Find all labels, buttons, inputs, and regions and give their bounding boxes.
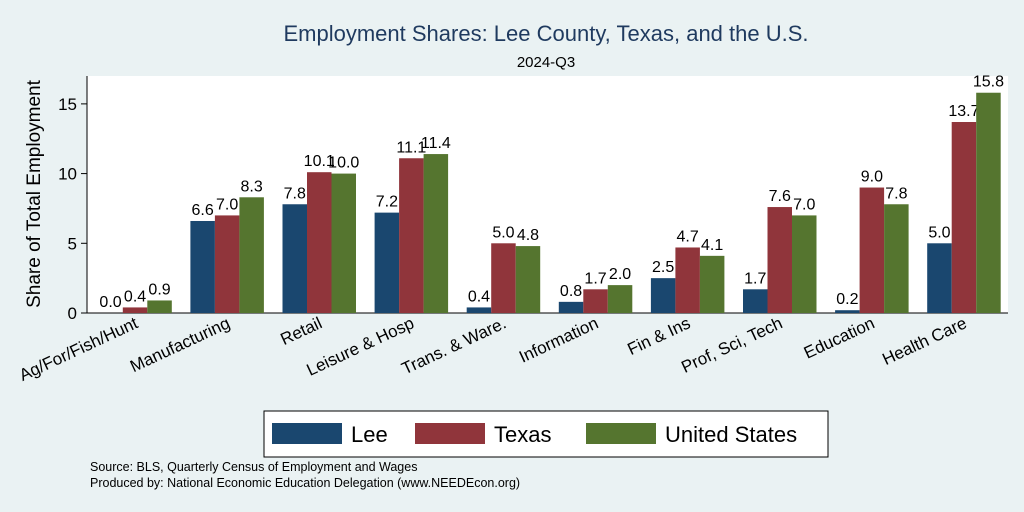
bar-value-label: 4.7 [677,228,699,245]
bar [122,307,148,313]
y-tick-label: 0 [68,304,77,323]
bar [423,154,449,313]
bar [515,246,541,313]
bar-value-label: 0.2 [836,291,858,308]
bar [743,289,768,313]
bar-value-label: 0.8 [560,283,582,300]
legend-label: Lee [351,422,388,447]
y-tick-label: 15 [58,95,77,114]
bar-value-label: 2.5 [652,259,674,276]
bar [214,215,240,313]
bar [699,255,725,313]
bar [491,243,516,313]
bar [792,215,817,313]
bar-value-label: 5.0 [492,224,514,241]
bar [190,220,215,313]
bar-value-label: 9.0 [861,169,883,186]
legend-swatch [415,423,485,444]
bar [307,172,332,313]
bar-value-label: 15.8 [973,74,1004,91]
bar-value-label: 13.7 [948,103,979,120]
bar [607,285,633,313]
bar-value-label: 0.4 [468,288,490,305]
bar [331,173,356,313]
bar [466,307,492,313]
bars: 0.0 0.4 0.96.6 7.08.3 7.810.110.07.211.111.4… [99,74,1004,314]
bar-value-label: 0.9 [148,281,170,298]
legend: Lee Texas United States [272,422,797,447]
bar-value-label: 7.0 [793,196,815,213]
bar [650,278,676,313]
bar [147,300,172,313]
bar-value-label: 1.7 [744,270,766,287]
source-note: Source: BLS, Quarterly Census of Employm… [90,460,417,474]
chart-subtitle: 2024-Q3 [517,54,575,71]
bar-value-label: 4.1 [701,237,723,254]
legend-swatch [586,423,656,444]
bar [282,204,307,313]
bar [859,187,885,313]
y-ticks: 0 5 10 15 [58,95,87,323]
bar [675,247,700,313]
bar-value-label: 4.8 [517,227,539,244]
bar-value-label: 7.8 [885,185,907,202]
bar-value-label: 10.0 [328,155,359,172]
bar [558,301,584,313]
y-axis-title: Share of Total Employment [24,79,45,307]
bar-value-label: 2.0 [609,266,631,283]
bar-value-label: 0.0 [99,294,121,311]
legend-label: United States [665,422,797,447]
legend-box [263,410,829,458]
bar-value-label: 8.3 [241,178,263,195]
bar-value-label: 7.6 [769,188,791,205]
bar-value-label: 6.6 [192,202,214,219]
bar-value-label: 7.0 [216,196,238,213]
bar [399,158,424,313]
bar [767,207,792,313]
bar [884,204,909,313]
bar-value-label: 7.8 [284,185,306,202]
y-tick-label: 5 [68,234,77,253]
bar [239,197,264,313]
bar-value-label: 11.4 [421,135,451,152]
bar [583,289,608,313]
bar-value-label: 0.4 [124,288,146,305]
y-tick-label: 10 [58,165,77,184]
bar-value-label: 10.1 [304,153,335,170]
bar-value-label: 1.7 [584,270,606,287]
bar [976,92,1001,314]
legend-label: Texas [494,422,551,447]
bar-value-label: 7.2 [376,194,398,211]
bar [374,212,400,313]
bar-value-label: 11.1 [396,139,426,156]
legend-swatch [272,423,342,444]
bar [951,122,977,313]
chart-title: Employment Shares: Lee County, Texas, an… [283,21,808,46]
bar-value-label: 5.0 [928,224,950,241]
producer-note: Produced by: National Economic Education… [90,476,520,490]
bar [927,243,952,313]
bar [835,310,860,313]
